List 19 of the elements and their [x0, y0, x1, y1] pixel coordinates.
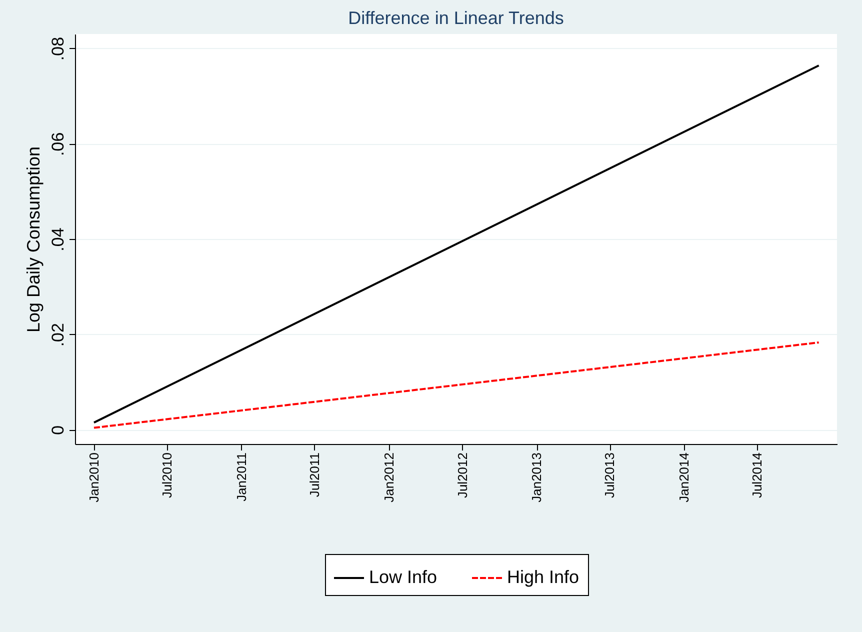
x-tick-label: Jul2010 — [160, 452, 175, 498]
x-tick-label: Jul2014 — [750, 452, 765, 498]
x-tick-label: Jul2013 — [602, 452, 618, 498]
x-tick-label: Jan2011 — [234, 452, 249, 502]
y-tick-label: .08 — [48, 36, 68, 61]
legend-label: High Info — [507, 567, 580, 587]
x-tick-label: Jan2013 — [529, 452, 544, 502]
y-tick-label: 0 — [48, 425, 68, 435]
y-tick-label: .04 — [48, 228, 68, 252]
chart-title: Difference in Linear Trends — [348, 8, 564, 28]
y-tick-label: .06 — [48, 132, 68, 156]
x-tick-label: Jul2011 — [306, 452, 322, 498]
x-tick-label: Jan2010 — [86, 452, 102, 502]
x-tick-label: Jul2012 — [454, 452, 470, 498]
legend-label: Low Info — [369, 567, 438, 587]
x-tick-label: Jan2014 — [676, 452, 692, 502]
y-axis-title: Log Daily Consumption — [24, 146, 44, 333]
y-tick-label: .02 — [48, 323, 68, 347]
x-tick-label: Jan2012 — [381, 452, 396, 502]
